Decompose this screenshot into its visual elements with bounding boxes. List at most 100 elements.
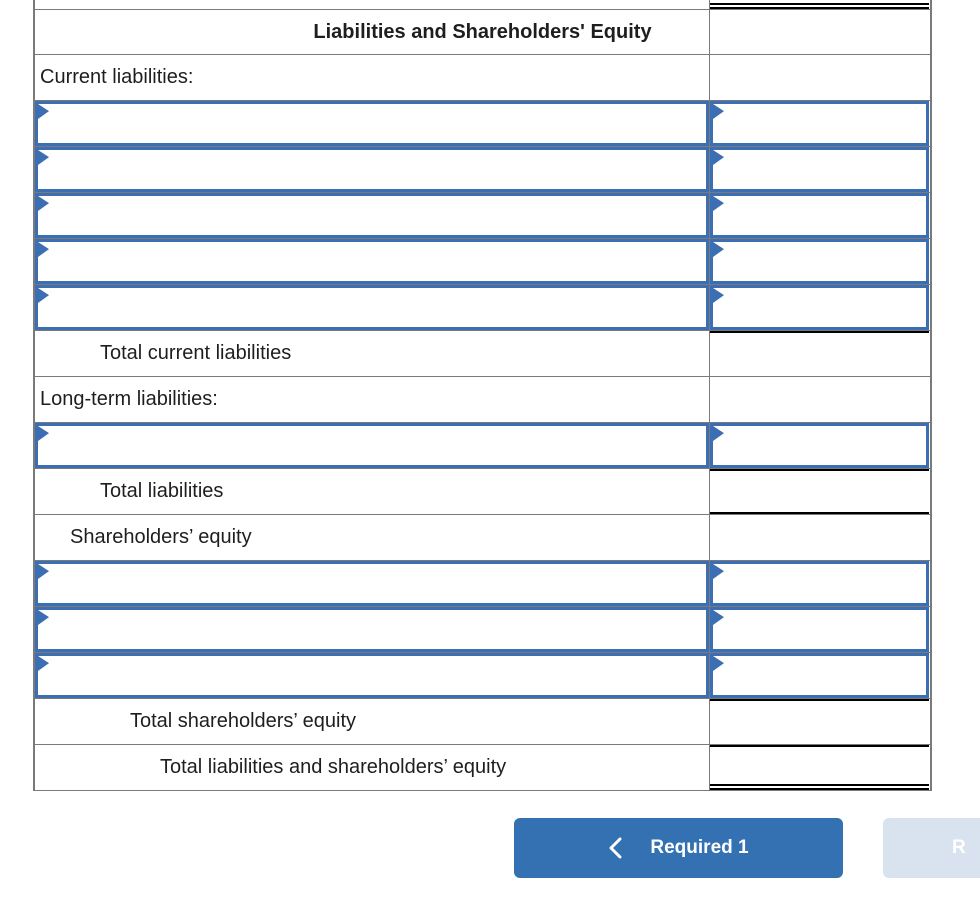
row-label: Total liabilities	[100, 480, 224, 502]
account-select-cell[interactable]	[35, 101, 709, 146]
dropdown-flag-icon	[713, 610, 724, 625]
chevron-left-icon	[609, 837, 622, 859]
label-cell: Total shareholders’ equity	[35, 699, 710, 744]
row-label: Total liabilities and shareholders’ equi…	[160, 756, 507, 778]
account-select-cell[interactable]	[35, 239, 709, 284]
amount-cell	[710, 377, 929, 422]
table-row: Shareholders’ equity	[35, 515, 930, 561]
label-cell	[35, 423, 710, 468]
amount-cell	[710, 423, 929, 468]
dropdown-flag-icon	[713, 656, 724, 671]
table-row-input	[35, 239, 930, 285]
label-cell: Long-term liabilities:	[35, 377, 710, 422]
account-select-cell[interactable]	[35, 285, 709, 330]
table-row-input	[35, 607, 930, 653]
required-1-button[interactable]: Required 1	[514, 818, 843, 878]
amount-input-cell[interactable]	[710, 607, 929, 652]
dropdown-flag-icon	[38, 196, 49, 211]
account-select-cell[interactable]	[35, 653, 709, 698]
label-cell	[35, 239, 710, 284]
dropdown-flag-icon	[38, 288, 49, 303]
account-select-cell[interactable]	[35, 561, 709, 606]
dropdown-flag-icon	[38, 150, 49, 165]
account-select-cell[interactable]	[35, 423, 709, 468]
grand-total-rules	[710, 745, 929, 790]
table-row-input	[35, 101, 930, 147]
required-next-button-label: R	[952, 837, 966, 858]
label-cell	[35, 147, 710, 192]
amount-input-cell[interactable]	[710, 147, 929, 192]
table-row-input	[35, 423, 930, 469]
amount-input-cell[interactable]	[710, 101, 929, 146]
account-select-cell[interactable]	[35, 607, 709, 652]
total-rules	[710, 469, 929, 514]
row-label: Current liabilities:	[40, 66, 194, 88]
amount-cell	[710, 469, 929, 514]
amount-cell	[710, 285, 929, 330]
dropdown-flag-icon	[38, 242, 49, 257]
amount-cell	[710, 147, 929, 192]
amount-input-cell[interactable]	[710, 423, 929, 468]
amount-cell	[710, 607, 929, 652]
row-label: Total shareholders’ equity	[130, 710, 357, 732]
dropdown-flag-icon	[713, 288, 724, 303]
dropdown-flag-icon	[38, 610, 49, 625]
table-row-total: Total liabilities	[35, 469, 930, 515]
table-row-total: Total shareholders’ equity	[35, 699, 930, 745]
amount-input-cell[interactable]	[710, 239, 929, 284]
amount-cell	[710, 55, 929, 100]
label-cell: Total liabilities	[35, 469, 710, 514]
row-label: Shareholders’ equity	[70, 526, 252, 548]
table-row-input	[35, 561, 930, 607]
amount-cell	[710, 561, 929, 606]
dropdown-flag-icon	[38, 656, 49, 671]
dropdown-flag-icon	[713, 426, 724, 441]
dropdown-flag-icon	[38, 564, 49, 579]
table-row-grand-total: Total liabilities and shareholders’ equi…	[35, 745, 930, 791]
dropdown-flag-icon	[38, 426, 49, 441]
table-row-input	[35, 193, 930, 239]
amount-cell	[710, 193, 929, 238]
single-underline-rule	[710, 699, 929, 744]
amount-cell	[710, 745, 929, 790]
account-select-cell[interactable]	[35, 147, 709, 192]
table-row-clipped	[35, 0, 930, 10]
label-cell	[35, 101, 710, 146]
table-row-input	[35, 285, 930, 331]
table-row: Current liabilities:	[35, 55, 930, 101]
double-underline-rule	[710, 0, 929, 9]
header-left-cell	[35, 10, 710, 54]
balance-sheet-table: Liabilities and Shareholders' Equity Cur…	[33, 0, 932, 791]
amount-input-cell[interactable]	[710, 193, 929, 238]
dropdown-flag-icon	[713, 196, 724, 211]
table-row-header: Liabilities and Shareholders' Equity	[35, 10, 930, 55]
dropdown-flag-icon	[713, 104, 724, 119]
label-cell	[35, 193, 710, 238]
required-1-button-label: Required 1	[650, 837, 749, 858]
label-cell	[35, 561, 710, 606]
label-cell: Current liabilities:	[35, 55, 710, 100]
table-row: Long-term liabilities:	[35, 377, 930, 423]
dropdown-flag-icon	[713, 564, 724, 579]
label-cell	[35, 285, 710, 330]
required-next-button[interactable]: R	[883, 818, 980, 878]
table-row-input	[35, 653, 930, 699]
amount-cell	[710, 699, 929, 744]
dropdown-flag-icon	[38, 104, 49, 119]
clipped-label-cell	[35, 0, 710, 9]
account-select-cell[interactable]	[35, 193, 709, 238]
amount-input-cell[interactable]	[710, 653, 929, 698]
table-row-input	[35, 147, 930, 193]
clipped-amount-cell	[710, 0, 929, 9]
label-cell: Total current liabilities	[35, 331, 710, 376]
amount-input-cell[interactable]	[710, 285, 929, 330]
row-label: Total current liabilities	[100, 342, 292, 364]
amount-cell	[710, 101, 929, 146]
single-underline-rule	[710, 331, 929, 376]
label-cell	[35, 653, 710, 698]
table-row-total: Total current liabilities	[35, 331, 930, 377]
dropdown-flag-icon	[713, 150, 724, 165]
dropdown-flag-icon	[713, 242, 724, 257]
amount-input-cell[interactable]	[710, 561, 929, 606]
